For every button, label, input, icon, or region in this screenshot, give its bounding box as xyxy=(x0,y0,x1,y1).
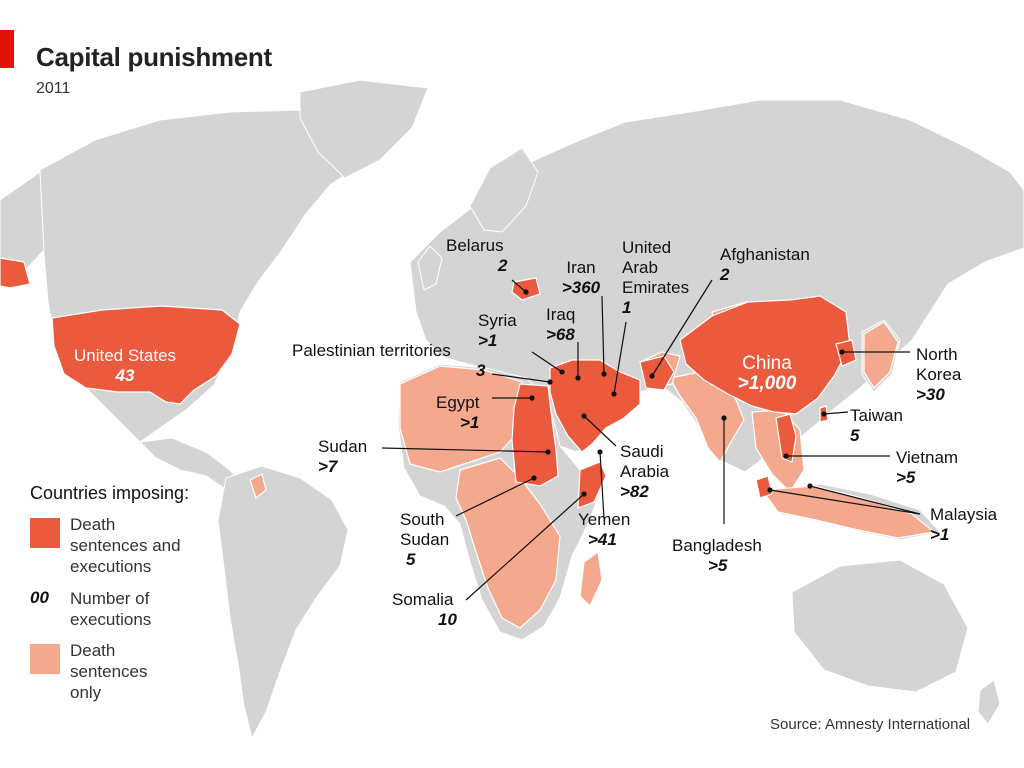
label-iraq: Iraq >68 xyxy=(546,305,576,344)
alaska-region xyxy=(0,257,31,289)
scandinavia-land xyxy=(469,147,539,233)
legend-swatch-sentences xyxy=(30,644,60,674)
label-north-korea: North Korea >30 xyxy=(916,345,962,404)
legend-title: Countries imposing: xyxy=(30,483,190,503)
leader-lines xyxy=(381,279,921,601)
label-china: China >1,000 xyxy=(737,353,797,394)
japan-region xyxy=(863,321,899,389)
uk-land xyxy=(417,245,443,291)
label-malaysia: Malaysia >1 xyxy=(930,505,998,544)
madagascar-region xyxy=(579,550,603,608)
label-uae: United Arab Emirates 1 xyxy=(622,238,690,317)
map-title: Capital punishment xyxy=(36,42,272,72)
map-subtitle: 2011 xyxy=(36,80,71,97)
afghanistan-region xyxy=(639,355,675,391)
vietnam-region xyxy=(775,413,797,463)
label-taiwan: Taiwan 5 xyxy=(850,406,903,445)
label-iran: Iran >360 xyxy=(561,258,601,297)
executions-regions xyxy=(0,257,857,509)
legend-item-number: 00 Number of executions xyxy=(30,588,152,629)
legend-number-marker: 00 xyxy=(30,588,49,607)
label-yemen: Yemen >41 xyxy=(578,510,631,549)
label-belarus: Belarus 2 xyxy=(446,236,508,275)
label-saudi-arabia: Saudi Arabia >82 xyxy=(620,442,670,501)
label-south-sudan: South Sudan 5 xyxy=(400,510,450,569)
brand-accent-bar xyxy=(0,30,14,68)
label-sudan: Sudan >7 xyxy=(318,437,368,476)
belarus-region xyxy=(511,277,541,301)
legend: Countries imposing: Death sentences and … xyxy=(30,482,210,704)
label-syria: Syria >1 xyxy=(478,311,517,350)
new-zealand-land xyxy=(977,679,1001,725)
alaska-land xyxy=(0,171,45,283)
guyana-region xyxy=(249,473,267,500)
label-egypt: Egypt >1 xyxy=(436,393,480,432)
australia-land xyxy=(791,559,969,693)
leader-dots xyxy=(523,289,845,497)
indonesia-region xyxy=(760,485,936,539)
label-vietnam: Vietnam >5 xyxy=(896,448,959,487)
legend-item-executions: Death sentences and executions xyxy=(30,514,210,578)
label-somalia: Somalia 10 xyxy=(392,590,457,629)
somalia-region xyxy=(577,461,607,509)
malaysia-region xyxy=(755,475,773,499)
label-afghanistan: Afghanistan 2 xyxy=(720,245,810,284)
south-america-land xyxy=(217,465,349,740)
source-note: Source: Amnesty International xyxy=(770,716,971,733)
label-united-states: United States 43 xyxy=(73,346,177,385)
china-region xyxy=(679,295,851,415)
legend-item-sentences: Death sentences only xyxy=(30,640,210,704)
united-states-region xyxy=(51,305,241,405)
label-bangladesh: Bangladesh >5 xyxy=(672,536,762,575)
legend-swatch-executions xyxy=(30,518,60,548)
greenland-land xyxy=(299,79,429,179)
west-africa-region xyxy=(399,365,523,473)
north-korea-region xyxy=(835,339,857,367)
label-palestinian: Palestinian territories 3 xyxy=(292,341,486,380)
egypt-sudan-region xyxy=(511,383,559,487)
